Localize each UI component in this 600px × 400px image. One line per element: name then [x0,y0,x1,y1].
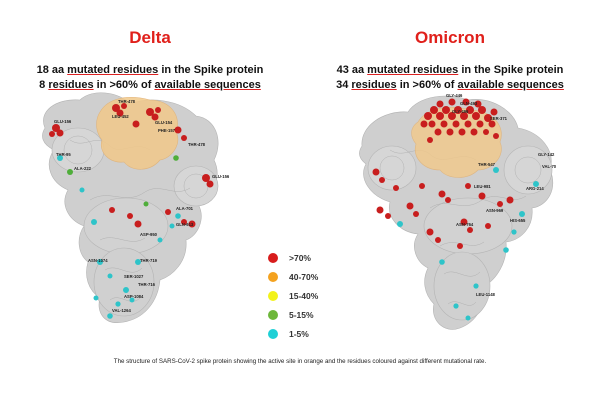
delta-stat-line-1: 18 aa mutated residues in the Spike prot… [0,63,300,78]
omicron-protein-surface [359,95,554,330]
delta-label-4: GLU-154 [155,120,173,125]
delta-residue-label: residues [48,79,94,91]
delta-title: Delta [129,28,171,47]
omicron-residue-label: residues [351,79,397,91]
delta-residue-mid: in >60% of [96,79,152,91]
legend-item: >70% [268,248,318,267]
delta-label-16: ASP-1084 [124,294,144,299]
legend-swatch-5-15 [268,309,278,320]
legend-label-15-40: 15-40% [289,290,319,301]
mutation-rate-legend: >70% 40-70% 15-40% 5-15% 1-5% [268,248,318,343]
legend-label-gt70: >70% [289,252,311,263]
legend-label-5-15: 5-15% [289,309,314,320]
delta-spike-structure: THR-478 GLU-156 LEU-452 GLU-154 PHE-157 … [42,92,230,323]
delta-mutated-label: mutated residues [67,64,159,76]
delta-label-18: ASN-1074 [88,258,108,263]
delta-label-2: GLU-156 [54,119,72,124]
legend-swatch-gt70 [268,252,278,263]
omicron-label-4: SER-371 [490,116,508,121]
omicron-residue-count: 34 [336,79,349,91]
omicron-residue-mid: in >60% of [399,79,455,91]
omicron-stats: 43 aa mutated residues in the Spike prot… [300,63,600,93]
delta-residues-gt70 [49,103,214,228]
omicron-label-9: LEU-981 [474,184,491,189]
omicron-label-12: ASN-764 [456,222,474,227]
delta-label-10: ALA-701 [176,206,194,211]
legend-item: 40-70% [268,267,318,286]
omicron-mutated-count: 43 aa [336,64,365,76]
delta-label-1: THR-478 [118,99,136,104]
omicron-label-8: ARG-214 [526,186,544,191]
legend-swatch-15-40 [268,290,278,301]
delta-label-15: THR-716 [138,282,156,287]
delta-label-7: ALA-222 [74,166,92,171]
omicron-label-3: GLY-496 [452,109,469,114]
omicron-residues-gt70 [372,98,514,249]
delta-label-12: ASP-950 [140,232,158,237]
omicron-label-7: VAL-70 [542,164,557,169]
legend-label-1-5: 1-5% [289,328,309,339]
delta-label-8: GLU-156 [212,174,230,179]
delta-label-3: LEU-452 [112,114,129,119]
delta-label-14: SER-1027 [124,274,144,279]
omicron-residues-1-5 [397,167,539,321]
delta-mutated-count: 18 aa [36,64,65,76]
omicron-panel: Omicron 43 aa mutated residues in the Sp… [300,0,600,352]
delta-stat-line-2: 8 residues in >60% of available sequence… [0,78,300,93]
delta-panel: Delta 18 aa mutated residues in the Spik… [0,0,300,352]
legend-item: 5-15% [268,305,318,324]
omicron-label-11: HIS-655 [510,218,526,223]
delta-residue-count: 8 [39,79,46,91]
delta-label-17: VAL-1264 [112,308,131,313]
delta-stats: 18 aa mutated residues in the Spike prot… [0,63,300,93]
delta-mutated-rest: in the Spike protein [161,64,264,76]
delta-residues-5-15 [67,155,179,207]
legend-swatch-40-70 [268,271,278,282]
delta-residue-labels: THR-478 GLU-156 LEU-452 GLU-154 PHE-157 … [54,99,230,313]
omicron-title: Omicron [415,28,485,47]
omicron-label-1: GLY-446 [446,93,463,98]
legend-label-40-70: 40-70% [289,271,319,282]
delta-label-5: PHE-157 [158,128,176,133]
delta-active-site [96,97,179,170]
legend-item: 1-5% [268,324,318,343]
omicron-label-6: GLY-142 [538,152,555,157]
omicron-mutated-rest: in the Spike protein [461,64,564,76]
omicron-label-5: THR-547 [478,162,496,167]
omicron-residue-labels: GLY-446 GLN-493 GLY-496 SER-371 THR-547 … [446,93,557,297]
omicron-spike-structure: GLY-446 GLN-493 GLY-496 SER-371 THR-547 … [359,93,557,330]
legend-item: 15-40% [268,286,318,305]
omicron-label-13: LEU-1148 [476,292,496,297]
omicron-available-sequences: available sequences [457,79,564,91]
figure-caption: The structure of SARS-CoV-2 spike protei… [113,358,487,365]
omicron-label-2: GLN-493 [460,101,478,106]
delta-available-sequences: available sequences [154,79,261,91]
delta-residues-1-5 [57,155,181,319]
omicron-mutated-label: mutated residues [367,64,459,76]
delta-label-11: GLN-613 [176,222,194,227]
legend-swatch-1-5 [268,328,278,339]
delta-label-9: THR-95 [56,152,71,157]
omicron-stat-line-2: 34 residues in >60% of available sequenc… [300,78,600,93]
delta-label-6: THR-478 [188,142,206,147]
omicron-label-10: ASN-969 [486,208,504,213]
delta-label-13: THR-719 [140,258,158,263]
omicron-stat-line-1: 43 aa mutated residues in the Spike prot… [300,63,600,78]
